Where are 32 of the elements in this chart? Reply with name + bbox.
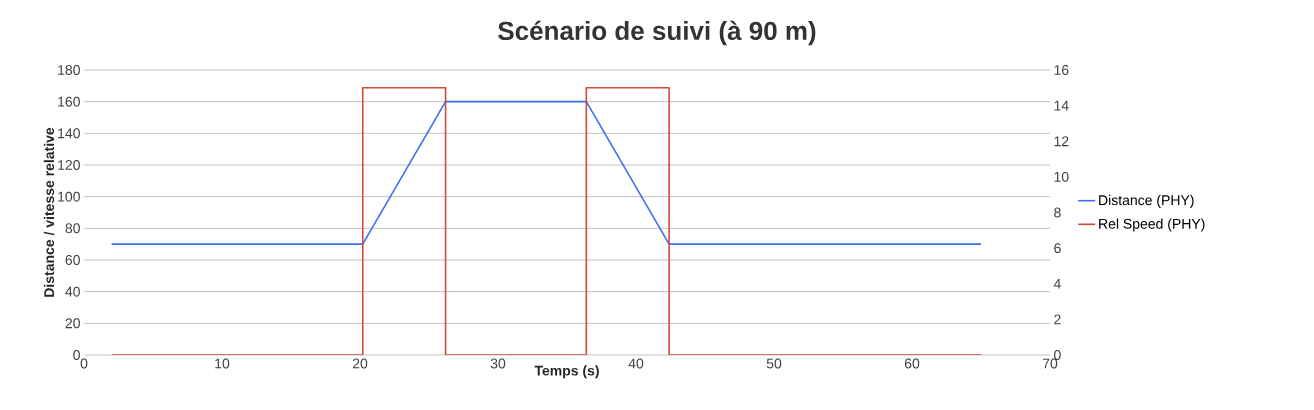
- legend-label: Distance (PHY): [1099, 194, 1194, 208]
- x-tick-label: 30: [490, 358, 506, 369]
- x-axis-title: Temps (s): [534, 365, 599, 379]
- y2-tick-label: 14: [1054, 100, 1069, 111]
- y-tick-label: 60: [65, 255, 80, 265]
- y2-tick-label: 0: [1054, 350, 1061, 360]
- x-tick-label: 40: [628, 358, 644, 369]
- y-tick-label: 20: [65, 318, 80, 329]
- x-tick-label: 20: [352, 358, 368, 369]
- y-tick-label: 140: [58, 128, 80, 139]
- y2-tick-label: 2: [1054, 314, 1061, 325]
- y-axis-title: Distance / vitesse relative: [43, 127, 55, 297]
- y-tick-label: 0: [73, 350, 80, 360]
- x-tick-label: 10: [215, 358, 230, 369]
- y2-tick-label: 8: [1054, 207, 1061, 218]
- y-tick-label: 100: [58, 191, 80, 202]
- x-tick-label: 60: [904, 358, 920, 369]
- chart-title: Scénario de suivi (à 90 m): [498, 20, 816, 46]
- y2-tick-label: 4: [1053, 278, 1061, 289]
- y2-tick-label: 12: [1054, 136, 1069, 147]
- y-tick-label: 40: [65, 286, 80, 297]
- y2-tick-label: 16: [1054, 65, 1069, 75]
- y2-tick-label: 10: [1054, 171, 1069, 182]
- y-tick-label: 120: [58, 160, 80, 170]
- x-tick-label: 50: [766, 358, 782, 369]
- y-tick-label: 160: [58, 96, 80, 107]
- x-tick-label: 70: [1042, 358, 1058, 369]
- y2-tick-label: 6: [1054, 243, 1061, 254]
- y-tick-label: 180: [58, 65, 80, 75]
- x-tick-label: 0: [80, 358, 88, 369]
- legend-label: Rel Speed (PHY): [1099, 218, 1205, 232]
- y-tick-label: 80: [65, 223, 80, 234]
